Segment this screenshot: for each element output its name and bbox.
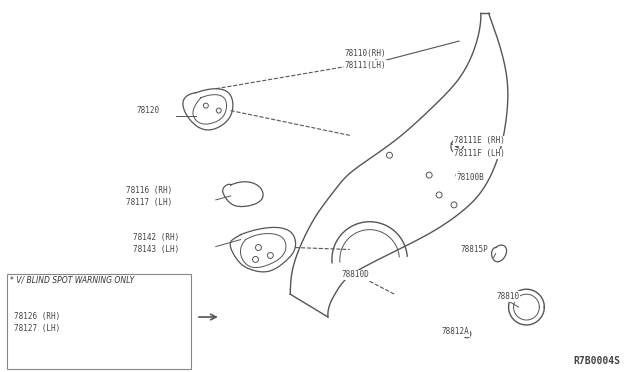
Text: 78812A: 78812A bbox=[441, 327, 469, 336]
Text: 78810D: 78810D bbox=[342, 270, 369, 279]
Text: 78111E (RH): 78111E (RH) bbox=[454, 136, 505, 145]
Text: 78142 (RH): 78142 (RH) bbox=[133, 232, 180, 241]
Text: 78143 (LH): 78143 (LH) bbox=[133, 244, 180, 253]
Text: 78100B: 78100B bbox=[457, 173, 484, 182]
Text: 78111F (LH): 78111F (LH) bbox=[454, 149, 505, 158]
Text: 78110(RH): 78110(RH) bbox=[345, 49, 387, 58]
FancyBboxPatch shape bbox=[7, 274, 191, 369]
Text: 78116 (RH): 78116 (RH) bbox=[127, 186, 173, 195]
Text: 78117 (LH): 78117 (LH) bbox=[127, 198, 173, 207]
Circle shape bbox=[460, 177, 463, 180]
Circle shape bbox=[455, 143, 459, 147]
Text: 78120: 78120 bbox=[136, 106, 159, 115]
Text: 78127 (LH): 78127 (LH) bbox=[14, 324, 61, 333]
Text: * V/ BLIND SPOT WARNING ONLY: * V/ BLIND SPOT WARNING ONLY bbox=[10, 275, 134, 284]
Text: 78111(LH): 78111(LH) bbox=[345, 61, 387, 70]
Text: 78810: 78810 bbox=[497, 292, 520, 301]
Text: 78815P: 78815P bbox=[461, 246, 489, 254]
Circle shape bbox=[465, 332, 469, 336]
Text: 78126 (RH): 78126 (RH) bbox=[14, 312, 61, 321]
Text: R7B0004S: R7B0004S bbox=[573, 356, 620, 366]
